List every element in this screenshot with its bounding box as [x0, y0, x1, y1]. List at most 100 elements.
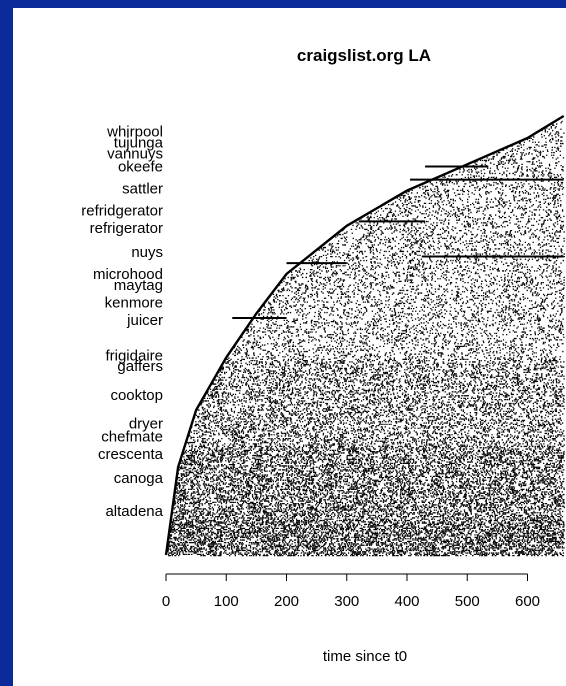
point-row [173, 512, 561, 514]
point-row [384, 204, 562, 206]
point-row [211, 396, 562, 398]
point-row [236, 348, 545, 350]
point-row [175, 492, 557, 494]
point-row [486, 157, 565, 159]
term-label: juicer [126, 312, 163, 329]
point-row [532, 135, 560, 137]
point-row [184, 451, 565, 453]
point-row [259, 309, 563, 311]
point-row [390, 209, 564, 211]
point-row [283, 280, 562, 282]
point-row [201, 422, 564, 424]
point-row [308, 259, 564, 262]
point-row [209, 388, 563, 390]
point-row [183, 452, 565, 454]
point-row [264, 306, 565, 308]
point-row [180, 461, 562, 463]
point-row [258, 313, 562, 315]
point-row [396, 205, 562, 207]
point-row [329, 243, 550, 245]
point-row [191, 444, 565, 446]
point-row [509, 150, 561, 152]
point-row [168, 545, 563, 548]
point-row [272, 300, 563, 302]
point-row [526, 139, 560, 141]
point-row [171, 522, 565, 524]
point-row [234, 352, 551, 354]
term-label: altadena [105, 503, 163, 520]
point-row [169, 535, 564, 537]
point-row [278, 291, 558, 293]
point-row [171, 513, 561, 515]
point-row [422, 188, 564, 190]
point-row [219, 374, 563, 376]
point-row [396, 197, 561, 199]
point-row [284, 278, 561, 280]
point-row [377, 210, 564, 212]
point-row [169, 540, 564, 542]
point-row [233, 347, 558, 349]
point-row [335, 236, 554, 238]
point-row [195, 414, 561, 416]
point-row [201, 406, 549, 409]
point-row [546, 127, 556, 129]
point-row [177, 477, 560, 479]
point-row [167, 549, 564, 552]
term-label: crescenta [98, 446, 164, 463]
point-row [358, 223, 559, 225]
point-row [214, 379, 560, 381]
point-row [195, 421, 560, 423]
point-row [206, 392, 560, 394]
point-row [183, 470, 562, 472]
point-row [250, 334, 565, 336]
point-row [167, 542, 565, 544]
term-label: vannuys [107, 145, 163, 162]
point-row [365, 220, 564, 223]
point-row [493, 153, 542, 155]
point-row [356, 226, 564, 228]
point-row [257, 321, 562, 323]
point-row [405, 192, 551, 194]
point-row [176, 516, 564, 518]
point-row [183, 480, 565, 483]
point-row [320, 246, 542, 249]
x-tick-label: 0 [162, 593, 170, 610]
point-row [311, 265, 554, 267]
point-row [277, 289, 562, 292]
point-row [442, 176, 563, 178]
point-row [295, 270, 562, 272]
point-row [232, 353, 553, 355]
point-row [194, 440, 563, 442]
point-row [174, 501, 565, 503]
term-label: okeefe [118, 158, 163, 175]
point-row [552, 124, 555, 126]
term-label: sattler [122, 180, 163, 197]
point-row [199, 413, 564, 415]
point-row [241, 336, 565, 338]
point-row [197, 409, 561, 411]
point-row [188, 457, 564, 459]
point-row [282, 287, 565, 289]
point-row [168, 548, 553, 550]
point-row [179, 493, 565, 496]
point-row [268, 301, 554, 303]
point-row [168, 544, 560, 546]
chart-title: craigslist.org LA [297, 46, 431, 65]
point-row [170, 530, 565, 532]
term-label: refrigerator [90, 220, 163, 237]
point-row [202, 412, 560, 414]
point-row [176, 478, 565, 480]
point-row [260, 318, 564, 320]
point-row [343, 232, 556, 234]
point-row [549, 132, 565, 134]
point-row [174, 496, 562, 498]
point-row [219, 369, 552, 371]
point-row [183, 456, 565, 458]
term-label: maytag [114, 277, 163, 294]
point-row [204, 397, 565, 399]
point-row [550, 126, 557, 128]
point-row [189, 435, 565, 437]
point-row [228, 357, 556, 359]
chart: craigslist.org LA whirpooltujungavannuys… [81, 46, 565, 665]
